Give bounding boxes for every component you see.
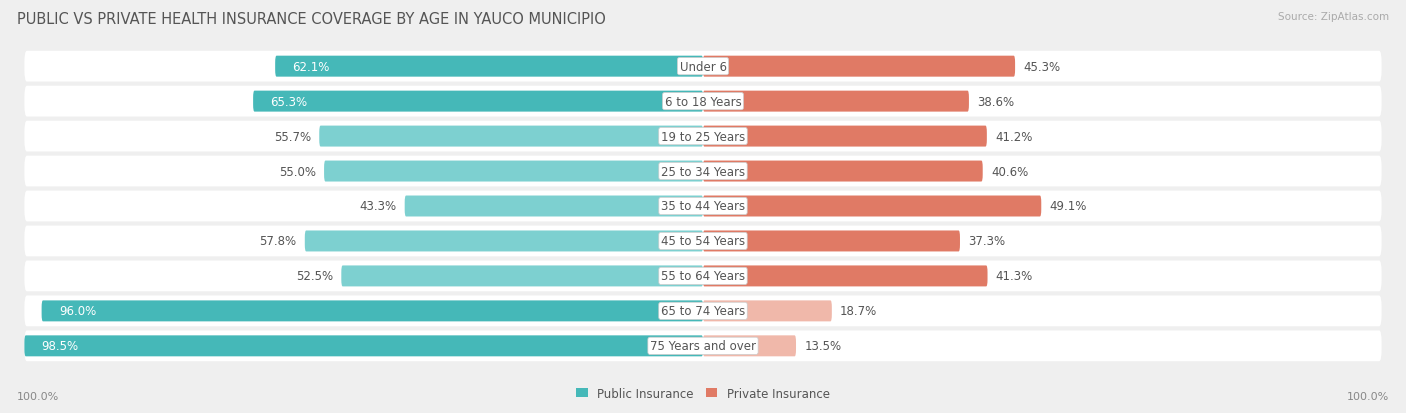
Text: 52.5%: 52.5% (295, 270, 333, 283)
Text: 40.6%: 40.6% (991, 165, 1028, 178)
Text: 38.6%: 38.6% (977, 95, 1014, 108)
FancyBboxPatch shape (703, 301, 832, 322)
FancyBboxPatch shape (24, 296, 1382, 326)
FancyBboxPatch shape (703, 196, 1042, 217)
FancyBboxPatch shape (703, 57, 1015, 78)
FancyBboxPatch shape (305, 231, 703, 252)
Text: Under 6: Under 6 (679, 61, 727, 74)
FancyBboxPatch shape (24, 191, 1382, 222)
Text: 49.1%: 49.1% (1049, 200, 1087, 213)
FancyBboxPatch shape (24, 335, 703, 356)
FancyBboxPatch shape (24, 87, 1382, 117)
FancyBboxPatch shape (24, 261, 1382, 292)
Text: 100.0%: 100.0% (17, 391, 59, 401)
FancyBboxPatch shape (253, 91, 703, 112)
FancyBboxPatch shape (24, 52, 1382, 82)
Text: 6 to 18 Years: 6 to 18 Years (665, 95, 741, 108)
Text: 98.5%: 98.5% (42, 339, 79, 352)
FancyBboxPatch shape (276, 57, 703, 78)
FancyBboxPatch shape (405, 196, 703, 217)
Text: 13.5%: 13.5% (804, 339, 841, 352)
Text: 35 to 44 Years: 35 to 44 Years (661, 200, 745, 213)
FancyBboxPatch shape (24, 226, 1382, 257)
FancyBboxPatch shape (325, 161, 703, 182)
Text: PUBLIC VS PRIVATE HEALTH INSURANCE COVERAGE BY AGE IN YAUCO MUNICIPIO: PUBLIC VS PRIVATE HEALTH INSURANCE COVER… (17, 12, 606, 27)
Text: 19 to 25 Years: 19 to 25 Years (661, 130, 745, 143)
Text: 41.3%: 41.3% (995, 270, 1033, 283)
Text: 62.1%: 62.1% (292, 61, 330, 74)
FancyBboxPatch shape (703, 91, 969, 112)
Text: 100.0%: 100.0% (1347, 391, 1389, 401)
FancyBboxPatch shape (42, 301, 703, 322)
Text: 55 to 64 Years: 55 to 64 Years (661, 270, 745, 283)
Text: 55.7%: 55.7% (274, 130, 311, 143)
FancyBboxPatch shape (24, 331, 1382, 361)
FancyBboxPatch shape (24, 121, 1382, 152)
FancyBboxPatch shape (319, 126, 703, 147)
FancyBboxPatch shape (342, 266, 703, 287)
FancyBboxPatch shape (703, 335, 796, 356)
Text: 96.0%: 96.0% (59, 305, 96, 318)
FancyBboxPatch shape (703, 231, 960, 252)
Text: 37.3%: 37.3% (969, 235, 1005, 248)
Text: 55.0%: 55.0% (278, 165, 316, 178)
Text: Source: ZipAtlas.com: Source: ZipAtlas.com (1278, 12, 1389, 22)
Text: 65.3%: 65.3% (270, 95, 308, 108)
Text: 43.3%: 43.3% (360, 200, 396, 213)
FancyBboxPatch shape (703, 126, 987, 147)
Text: 25 to 34 Years: 25 to 34 Years (661, 165, 745, 178)
Text: 65 to 74 Years: 65 to 74 Years (661, 305, 745, 318)
Text: 75 Years and over: 75 Years and over (650, 339, 756, 352)
FancyBboxPatch shape (24, 156, 1382, 187)
Legend: Public Insurance, Private Insurance: Public Insurance, Private Insurance (571, 382, 835, 405)
Text: 18.7%: 18.7% (841, 305, 877, 318)
Text: 45.3%: 45.3% (1024, 61, 1060, 74)
Text: 45 to 54 Years: 45 to 54 Years (661, 235, 745, 248)
FancyBboxPatch shape (703, 266, 987, 287)
FancyBboxPatch shape (703, 161, 983, 182)
Text: 41.2%: 41.2% (995, 130, 1032, 143)
Text: 57.8%: 57.8% (259, 235, 297, 248)
